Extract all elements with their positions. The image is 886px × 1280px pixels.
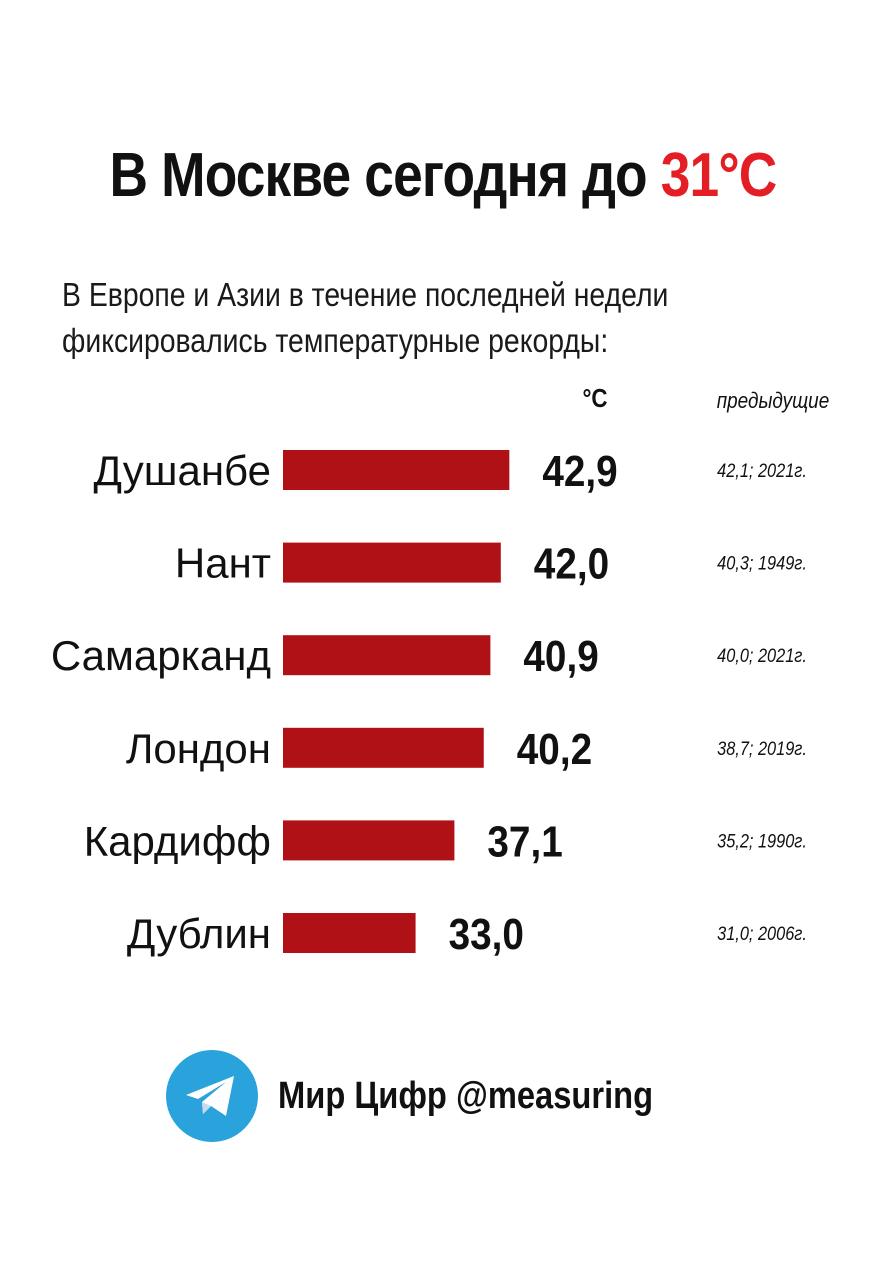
previous-record-label: 40,3; 1949г.: [717, 552, 807, 573]
city-label: Кардифф: [84, 817, 271, 864]
value-label: 40,9: [523, 631, 598, 681]
footer-channel-name: Мир Цифр @measuring: [278, 1074, 654, 1117]
temperature-bar-chart: Душанбе 42,9 42,1; 2021г. Нант 42,0 40,3; 194…: [51, 446, 807, 959]
subtitle-line-1: В Европе и Азии в течение последней неде…: [62, 276, 669, 313]
title-prefix: В Москве сегодня до: [109, 141, 648, 210]
column-header-unit: °C: [582, 383, 608, 413]
bar: [283, 820, 455, 861]
bar: [283, 542, 501, 583]
subtitle: В Европе и Азии в течение последней неде…: [62, 272, 784, 364]
previous-record-label: 40,0; 2021г.: [717, 645, 807, 666]
value-label: 37,1: [487, 816, 562, 866]
page-title: В Москве сегодня до 31°C: [62, 140, 824, 211]
bar: [283, 727, 484, 768]
previous-record-label: 31,0; 2006г.: [717, 923, 807, 944]
value-label: 33,0: [449, 909, 524, 959]
city-label: Самарканд: [51, 632, 271, 679]
value-label: 42,0: [534, 538, 609, 588]
value-label: 40,2: [517, 723, 592, 773]
title-accent: 31°C: [660, 141, 778, 210]
column-header-previous: предыдущие: [716, 388, 830, 413]
city-label: Нант: [175, 540, 271, 587]
previous-record-label: 42,1; 2021г.: [717, 460, 807, 481]
bar: [283, 913, 416, 953]
city-label: Лондон: [126, 725, 271, 772]
previous-record-label: 38,7; 2019г.: [717, 738, 807, 759]
value-label: 42,9: [542, 446, 617, 496]
city-label: Душанбе: [93, 447, 271, 494]
footer: Мир Цифр @measuring: [166, 1050, 714, 1142]
previous-record-label: 35,2; 1990г.: [717, 830, 807, 851]
city-label: Дублин: [127, 910, 271, 957]
telegram-icon: [166, 1050, 258, 1142]
bar: [283, 450, 510, 490]
bar: [283, 635, 491, 676]
subtitle-line-2: фиксировались температурные рекорды:: [62, 322, 609, 359]
